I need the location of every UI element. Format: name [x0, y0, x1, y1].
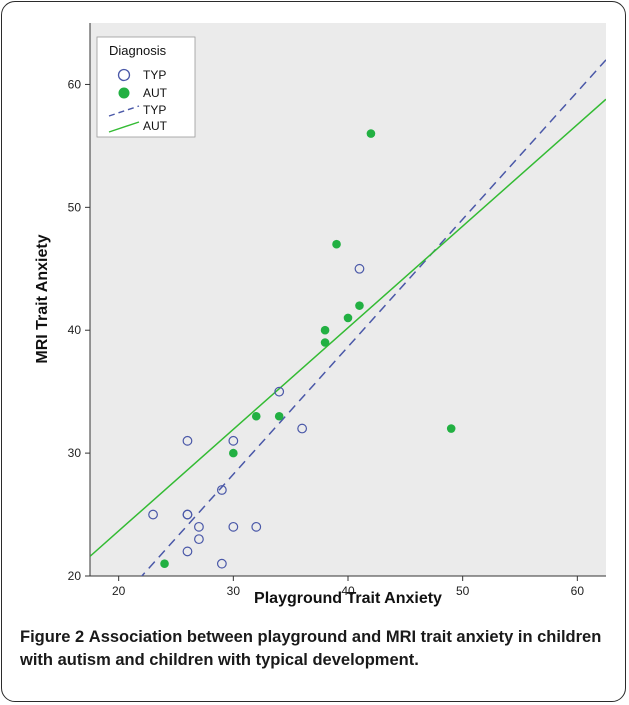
- data-point-typ: [297, 423, 308, 434]
- x-tick-label: 50: [456, 584, 470, 598]
- fit-line-aut: [90, 98, 606, 557]
- legend-marker-typ: [117, 68, 131, 82]
- data-point-typ: [251, 521, 262, 532]
- data-point-aut: [343, 313, 353, 323]
- x-axis-label: Playground Trait Anxiety: [254, 590, 442, 607]
- y-tick-label: 20: [68, 569, 82, 583]
- data-point-aut: [355, 301, 364, 310]
- legend-line-aut: [108, 121, 140, 133]
- scatter-chart: 20 30 40 50 60 20 30 40 50 60 Diagnosis TYP AUT TYP A…: [34, 23, 606, 607]
- data-point-aut: [320, 338, 330, 347]
- data-point-aut: [160, 559, 169, 569]
- data-point-aut: [366, 129, 376, 138]
- y-tick-label: 30: [68, 446, 82, 460]
- data-point-aut: [274, 411, 284, 421]
- data-point-aut: [320, 325, 330, 335]
- x-tick-label: 30: [227, 584, 241, 598]
- legend-box: [96, 36, 196, 138]
- y-tick-label: 40: [68, 323, 82, 337]
- fit-line-typ: [140, 59, 606, 576]
- data-point-typ: [194, 534, 204, 545]
- legend-label: AUT: [143, 86, 168, 100]
- legend-title: Diagnosis: [109, 43, 167, 58]
- data-point-aut: [446, 424, 456, 433]
- legend-label: TYP: [143, 103, 166, 117]
- data-point-aut: [251, 411, 261, 421]
- y-axis-label: MRI Trait Anxiety: [34, 234, 51, 363]
- caption-label: Figure 2: [20, 628, 85, 646]
- data-point-aut: [229, 448, 238, 458]
- data-point-typ: [228, 521, 239, 532]
- data-point-typ: [228, 435, 239, 446]
- x-tick-label: 40: [341, 584, 355, 598]
- legend-marker-aut: [118, 87, 130, 99]
- data-point-typ: [216, 558, 227, 569]
- legend-label: AUT: [143, 119, 168, 133]
- caption-text: Association between playground and MRI t…: [20, 628, 602, 669]
- legend-line-typ: [108, 105, 140, 117]
- legend-label: TYP: [143, 68, 166, 82]
- data-point-typ: [182, 509, 193, 520]
- data-point-typ: [182, 546, 193, 557]
- data-point-typ: [216, 485, 227, 495]
- data-point-typ: [274, 386, 285, 397]
- data-point-typ: [194, 521, 204, 532]
- data-point-typ: [182, 435, 193, 446]
- data-point-aut: [332, 239, 341, 249]
- figure-caption: Figure 2 Association between playground …: [20, 626, 620, 672]
- data-point-typ: [354, 263, 365, 274]
- data-point-typ: [148, 509, 158, 520]
- y-tick-label: 50: [68, 200, 82, 214]
- x-tick-label: 20: [112, 584, 126, 598]
- x-tick-label: 60: [571, 584, 585, 598]
- y-tick-label: 60: [68, 77, 82, 91]
